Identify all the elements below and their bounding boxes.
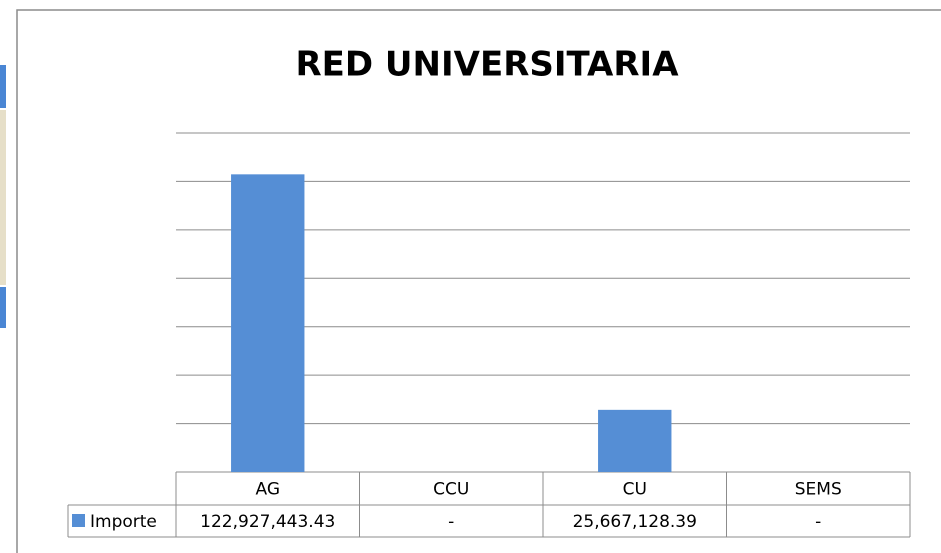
x-tick-label: CU — [623, 480, 647, 500]
x-tick-label: CCU — [433, 480, 469, 500]
legend-key — [72, 514, 85, 527]
legend-label: Importe — [90, 512, 157, 532]
chart-title: RED UNIVERSITARIA — [295, 45, 679, 85]
cell-strip — [0, 287, 6, 328]
x-tick-label: AG — [255, 480, 280, 500]
bar — [231, 174, 305, 473]
cell-strip — [0, 65, 6, 108]
data-label: 25,667,128.39 — [573, 512, 697, 532]
chart-frame — [16, 9, 941, 553]
data-label: 122,927,443.43 — [200, 512, 335, 532]
data-label: - — [448, 512, 454, 532]
bar — [598, 409, 672, 472]
data-label: - — [815, 512, 821, 532]
x-tick-label: SEMS — [795, 480, 842, 500]
cell-strip — [0, 110, 6, 285]
